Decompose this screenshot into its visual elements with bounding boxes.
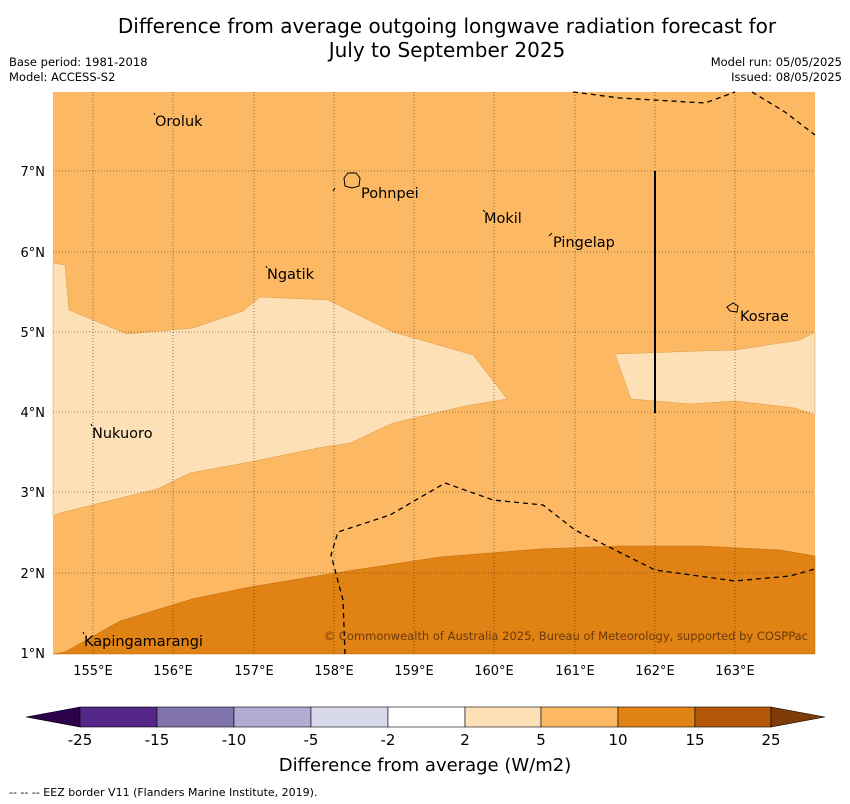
- colorbar-label: -25: [67, 731, 93, 749]
- lon-tick-160e: 160°E: [474, 664, 514, 679]
- pohnpei-reef-mark: [332, 187, 336, 192]
- gridlines: [53, 92, 815, 654]
- title-line-1: Difference from average outgoing longwav…: [117, 14, 777, 38]
- lat-tick-2n: 2°N: [21, 567, 46, 582]
- title-line-2: July to September 2025: [328, 38, 566, 62]
- band-10-to-15: [52, 545, 816, 655]
- mokil-mark: [482, 209, 486, 213]
- colorbar-label: -15: [144, 731, 170, 749]
- nukuoro-mark: [90, 423, 93, 427]
- lat-tick-1n: 1°N: [21, 647, 46, 662]
- place-label-pohnpei: Pohnpei: [361, 186, 419, 202]
- model-run-date: Model run: 05/05/2025: [710, 55, 842, 69]
- colorbar-label: 10: [608, 731, 628, 749]
- lon-tick-157e: 157°E: [234, 664, 274, 679]
- colorbar-segment: [156, 706, 235, 728]
- place-label-oroluk: Oroluk: [155, 114, 203, 130]
- lat-tick-3n: 3°N: [21, 486, 46, 501]
- pingelap-mark: [548, 232, 553, 237]
- colorbar-label: -5: [303, 731, 319, 749]
- kosrae-island-shape: [726, 302, 739, 313]
- lat-tick-4n: 4°N: [21, 406, 46, 421]
- lon-tick-159e: 159°E: [394, 664, 434, 679]
- lon-tick-155e: 155°E: [73, 664, 113, 679]
- colorbar-segment: [310, 706, 389, 728]
- colorbar-segment: [233, 706, 312, 728]
- lon-tick-156e: 156°E: [153, 664, 193, 679]
- place-label-kapingamarangi: Kapingamarangi: [84, 634, 203, 650]
- lon-tick-163e: 163°E: [715, 664, 755, 679]
- oroluk-mark: [153, 112, 156, 116]
- colorbar-segment: [617, 706, 696, 728]
- kapingamarangi-mark: [82, 631, 85, 635]
- lon-tick-161e: 161°E: [555, 664, 595, 679]
- issued-date: Issued: 08/05/2025: [731, 70, 842, 84]
- map-title: Difference from average outgoing longwav…: [0, 14, 850, 62]
- colorbar: [25, 706, 826, 728]
- colorbar-label: -2: [380, 731, 396, 749]
- colorbar-extend-high: [770, 706, 826, 728]
- colorbar-label: 2: [460, 731, 470, 749]
- pohnpei-island-shape: [343, 172, 361, 189]
- place-label-nukuoro: Nukuoro: [92, 426, 153, 442]
- place-label-ngatik: Ngatik: [267, 267, 315, 283]
- eez-border: [330, 91, 816, 655]
- colorbar-label: 15: [685, 731, 705, 749]
- colorbar-label: -10: [221, 731, 247, 749]
- place-label-mokil: Mokil: [484, 211, 522, 227]
- model-name: Model: ACCESS-S2: [9, 70, 116, 84]
- colorbar-segment: [79, 706, 158, 728]
- place-label-pingelap: Pingelap: [553, 235, 615, 251]
- lon-tick-162e: 162°E: [635, 664, 675, 679]
- colorbar-segment: [694, 706, 772, 728]
- colorbar-title: Difference from average (W/m2): [278, 755, 572, 776]
- lon-tick-158e: 158°E: [314, 664, 354, 679]
- copyright-notice: © Commonwealth of Australia 2025, Bureau…: [324, 629, 808, 643]
- lat-tick-5n: 5°N: [21, 326, 46, 341]
- place-label-kosrae: Kosrae: [740, 309, 789, 325]
- colorbar-segment: [464, 706, 542, 728]
- ngatik-mark: [265, 265, 268, 269]
- base-period: Base period: 1981-2018: [9, 55, 148, 69]
- lat-tick-7n: 7°N: [21, 165, 46, 180]
- run-info: Model run: 05/05/2025 Issued: 08/05/2025: [711, 55, 842, 85]
- colorbar-label: 5: [536, 731, 546, 749]
- colorbar-segment: [540, 706, 619, 728]
- lat-tick-6n: 6°N: [21, 246, 46, 261]
- island-outlines: [82, 112, 739, 635]
- model-info: Base period: 1981-2018 Model: ACCESS-S2: [9, 55, 148, 85]
- colorbar-label: 25: [761, 731, 781, 749]
- colorbar-segment: [387, 706, 466, 728]
- band-2-to-5-east: [614, 331, 816, 416]
- eez-legend-note: -- -- -- EEZ border V11 (Flanders Marine…: [9, 786, 318, 799]
- colorbar-extend-low: [25, 706, 81, 728]
